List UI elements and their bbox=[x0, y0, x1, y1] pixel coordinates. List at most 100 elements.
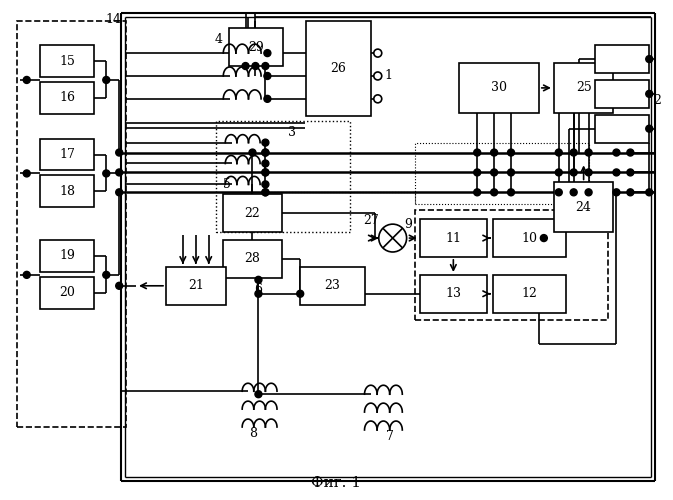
Circle shape bbox=[297, 290, 304, 297]
Bar bbox=[306, 22, 371, 116]
Text: 19: 19 bbox=[59, 250, 75, 262]
Text: 2: 2 bbox=[653, 94, 661, 108]
Circle shape bbox=[255, 290, 262, 297]
Bar bbox=[554, 182, 614, 232]
Circle shape bbox=[374, 72, 382, 80]
Circle shape bbox=[507, 149, 514, 156]
Text: 1: 1 bbox=[385, 70, 393, 82]
Text: 26: 26 bbox=[330, 62, 347, 75]
Circle shape bbox=[252, 62, 259, 70]
Text: 5: 5 bbox=[223, 178, 231, 191]
Circle shape bbox=[24, 170, 30, 177]
Circle shape bbox=[264, 96, 271, 102]
Text: Фиг. 1: Фиг. 1 bbox=[311, 476, 361, 490]
Text: 6: 6 bbox=[254, 284, 262, 296]
Bar bbox=[493, 219, 566, 257]
Bar bbox=[215, 120, 350, 232]
Text: 24: 24 bbox=[575, 200, 592, 213]
Circle shape bbox=[262, 62, 269, 70]
Circle shape bbox=[264, 50, 271, 56]
Text: 30: 30 bbox=[491, 82, 507, 94]
Text: 27: 27 bbox=[363, 214, 379, 226]
Circle shape bbox=[24, 272, 30, 278]
Circle shape bbox=[262, 181, 269, 188]
Circle shape bbox=[374, 49, 382, 57]
Circle shape bbox=[613, 169, 620, 176]
Circle shape bbox=[585, 149, 592, 156]
Text: 18: 18 bbox=[59, 185, 75, 198]
Circle shape bbox=[24, 76, 30, 84]
Circle shape bbox=[646, 56, 653, 62]
Bar bbox=[594, 45, 649, 73]
Bar bbox=[459, 63, 539, 113]
Circle shape bbox=[255, 276, 262, 283]
Bar bbox=[594, 80, 649, 108]
Circle shape bbox=[507, 189, 514, 196]
Text: 21: 21 bbox=[188, 280, 204, 292]
Circle shape bbox=[491, 189, 497, 196]
Circle shape bbox=[103, 76, 110, 84]
Bar bbox=[40, 138, 94, 170]
Bar bbox=[229, 28, 283, 66]
Circle shape bbox=[262, 189, 269, 196]
Text: 10: 10 bbox=[522, 232, 538, 244]
Circle shape bbox=[262, 189, 269, 196]
Circle shape bbox=[262, 169, 269, 176]
Bar bbox=[493, 275, 566, 312]
Bar bbox=[40, 45, 94, 77]
Circle shape bbox=[555, 189, 562, 196]
Circle shape bbox=[646, 125, 653, 132]
Bar bbox=[40, 277, 94, 308]
Text: 17: 17 bbox=[59, 148, 75, 161]
Circle shape bbox=[262, 160, 269, 167]
Bar bbox=[419, 275, 487, 312]
Circle shape bbox=[570, 189, 577, 196]
Text: 20: 20 bbox=[59, 286, 75, 300]
Circle shape bbox=[627, 149, 634, 156]
Bar bbox=[166, 267, 225, 304]
Circle shape bbox=[242, 62, 249, 70]
Bar bbox=[415, 210, 608, 320]
Bar bbox=[40, 176, 94, 207]
Circle shape bbox=[491, 149, 497, 156]
Circle shape bbox=[262, 169, 269, 176]
Circle shape bbox=[116, 282, 122, 290]
Circle shape bbox=[585, 189, 592, 196]
Circle shape bbox=[262, 149, 269, 156]
Circle shape bbox=[474, 189, 481, 196]
Circle shape bbox=[613, 189, 620, 196]
Circle shape bbox=[255, 390, 262, 398]
Circle shape bbox=[491, 169, 497, 176]
Bar bbox=[415, 142, 589, 204]
Bar bbox=[594, 115, 649, 142]
Bar bbox=[554, 63, 614, 113]
Circle shape bbox=[555, 149, 562, 156]
Text: 8: 8 bbox=[250, 428, 258, 440]
Bar bbox=[419, 219, 487, 257]
Text: 22: 22 bbox=[244, 206, 260, 220]
Text: 9: 9 bbox=[404, 218, 413, 230]
Circle shape bbox=[627, 189, 634, 196]
Circle shape bbox=[262, 149, 269, 156]
Circle shape bbox=[249, 149, 256, 156]
Circle shape bbox=[646, 189, 653, 196]
Circle shape bbox=[613, 149, 620, 156]
Circle shape bbox=[374, 95, 382, 103]
Circle shape bbox=[116, 169, 122, 176]
Text: 28: 28 bbox=[244, 252, 260, 266]
Text: 11: 11 bbox=[446, 232, 462, 244]
Text: 12: 12 bbox=[522, 288, 537, 300]
Circle shape bbox=[103, 170, 110, 177]
Text: 23: 23 bbox=[324, 280, 341, 292]
Circle shape bbox=[103, 272, 110, 278]
Bar bbox=[40, 82, 94, 114]
Bar bbox=[223, 194, 282, 232]
Bar bbox=[300, 267, 365, 304]
Circle shape bbox=[585, 169, 592, 176]
Bar bbox=[40, 240, 94, 272]
Circle shape bbox=[507, 169, 514, 176]
Circle shape bbox=[540, 234, 547, 242]
Circle shape bbox=[262, 139, 269, 146]
Circle shape bbox=[570, 149, 577, 156]
Text: 3: 3 bbox=[288, 126, 296, 139]
